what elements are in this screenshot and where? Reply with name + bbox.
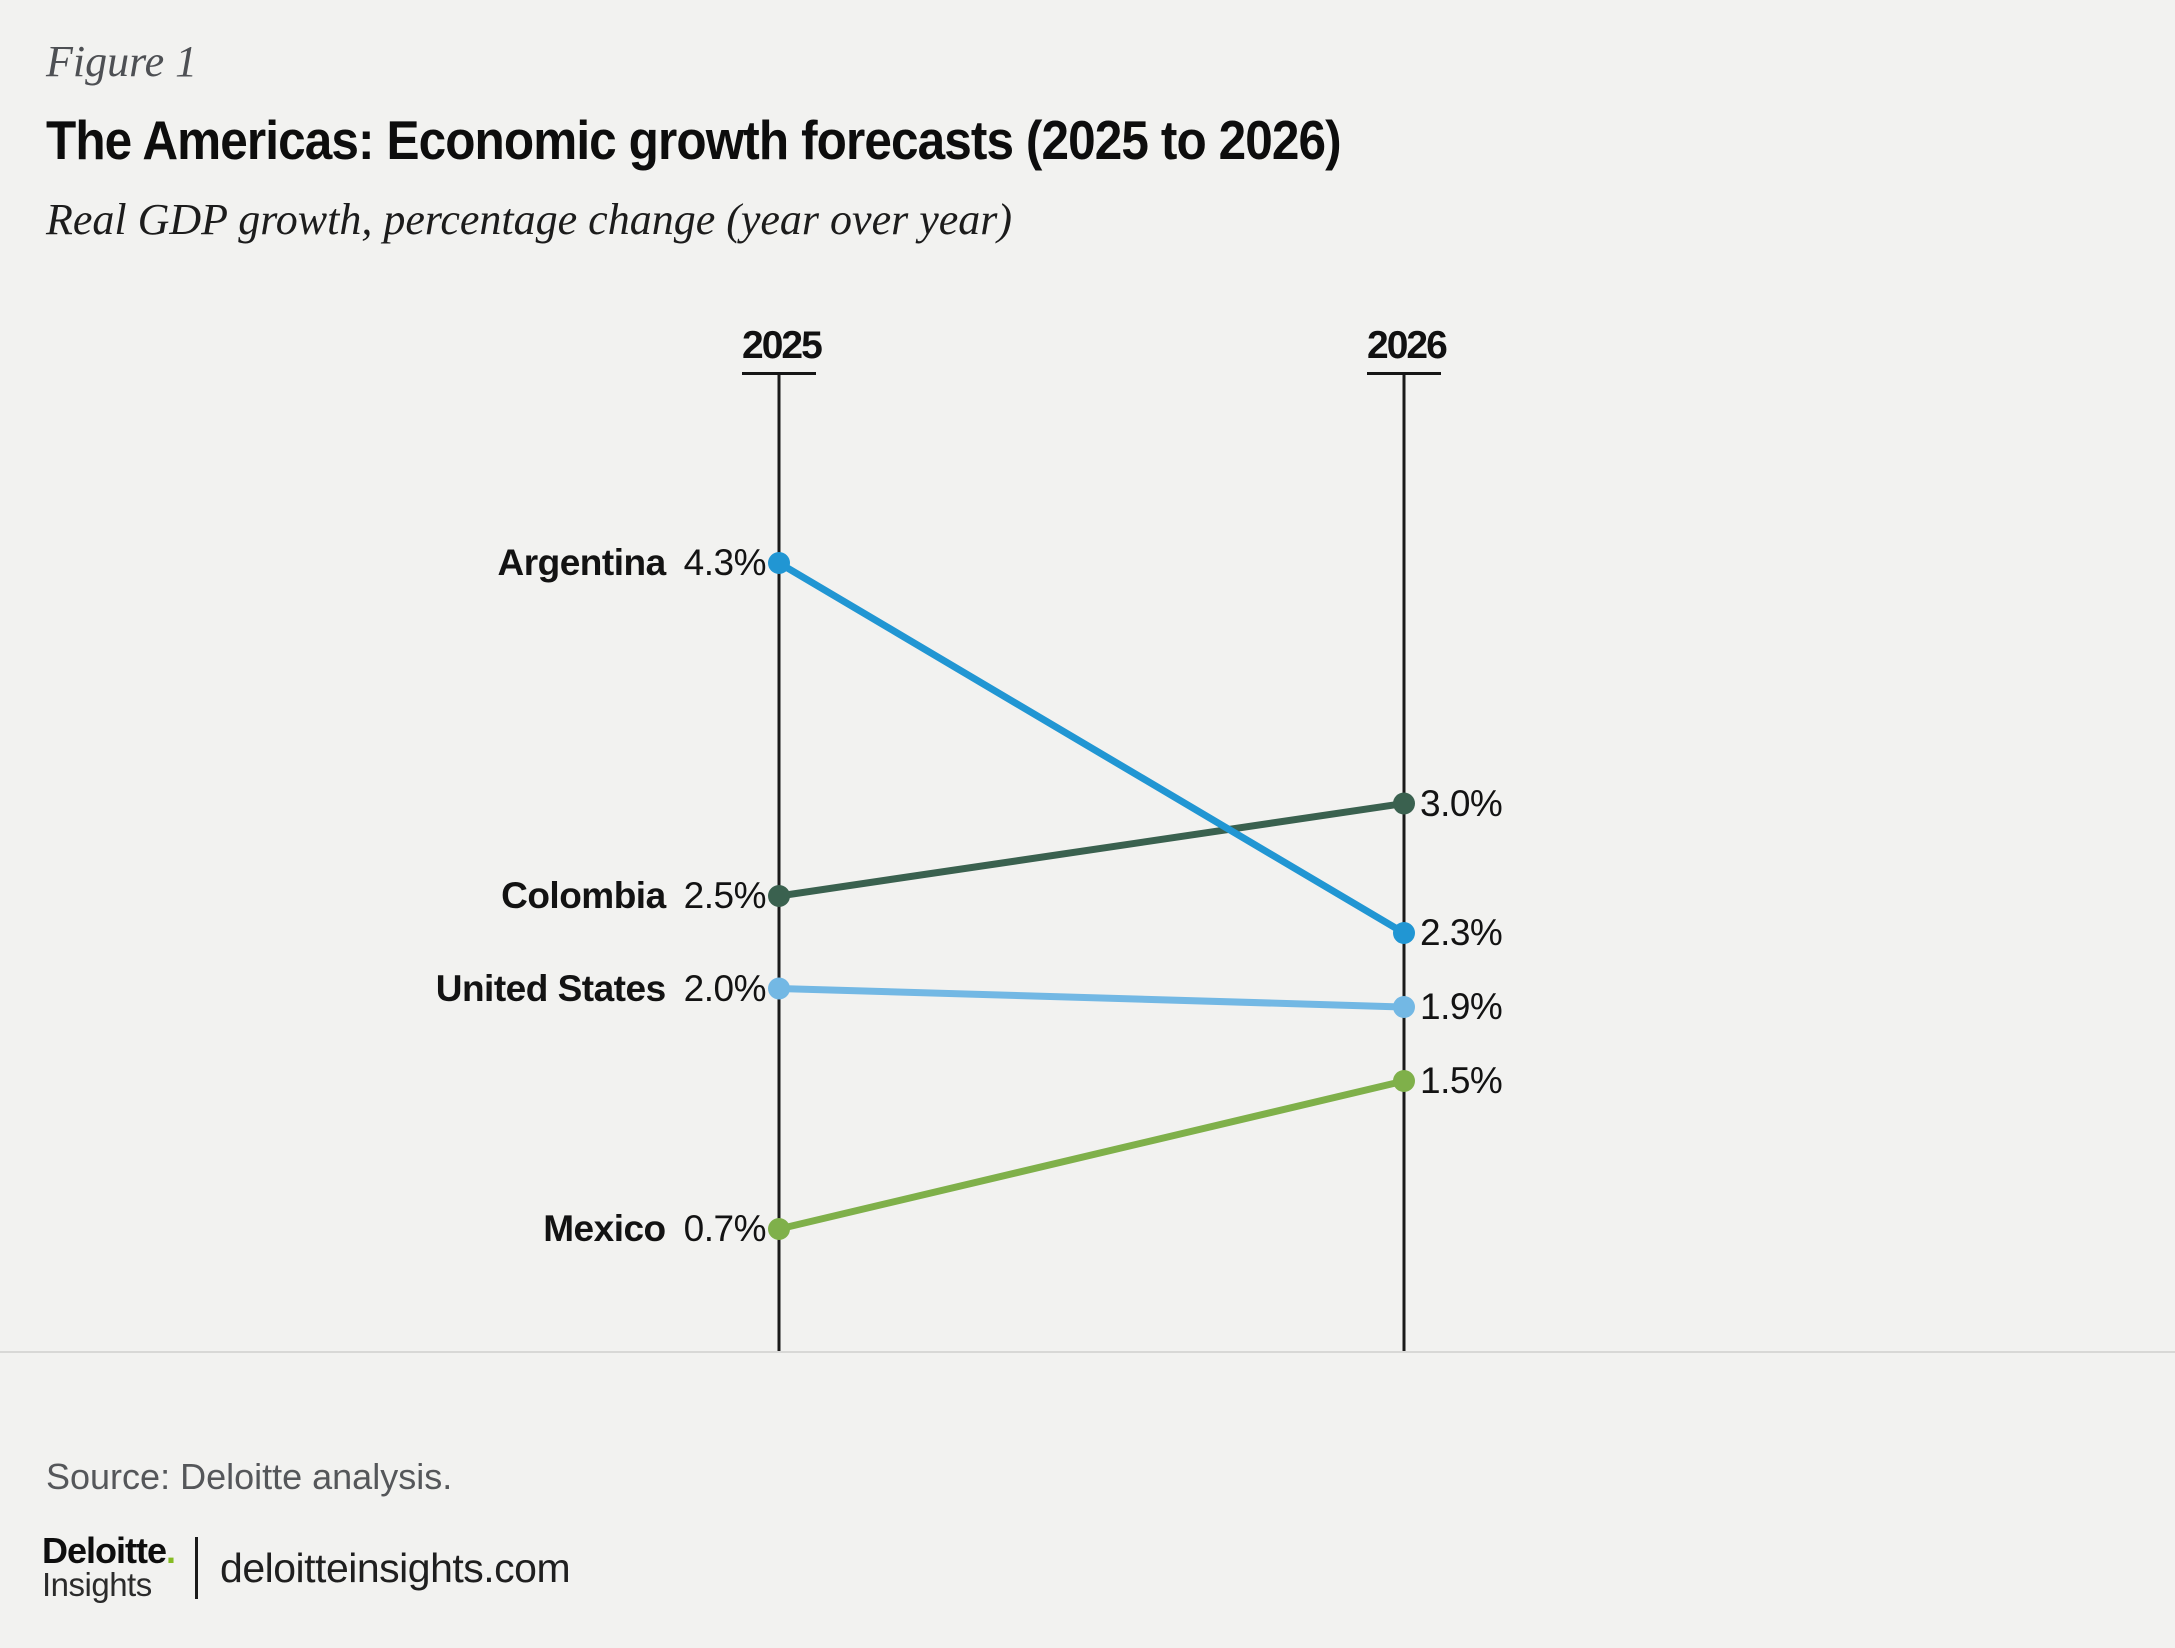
point-argentina-2026 [1393,922,1415,944]
country-label: United States [435,967,666,1009]
country-label: Mexico [543,1208,666,1249]
value-label-2025: 4.3% [683,542,767,583]
value-label-2025: 2.0% [683,967,767,1009]
value-label-2026-mexico: 1.5% [1420,1060,1503,1101]
series-line-united-states [775,985,1408,1011]
value-label-2026-united-states: 1.9% [1420,986,1503,1027]
deloitte-wordmark: Deloitte. [42,1533,176,1569]
country-label: Argentina [497,542,666,583]
source-note: Source: Deloitte analysis. [46,1456,453,1497]
series-left-label-colombia: Colombia 2.5% [501,875,766,917]
point-mexico-2026 [1393,1070,1415,1092]
series-left-label-mexico: Mexico 0.7% [543,1208,766,1250]
point-united-states-2026 [1393,996,1415,1018]
logo-separator-bar [195,1537,199,1599]
point-colombia-2026 [1393,792,1415,815]
deloitte-green-dot: . [166,1530,176,1571]
logo-wordmark-stack: Deloitte. Insights [42,1533,176,1603]
deloitte-insights-logo: Deloitte. Insights deloitteinsights.com [42,1533,571,1603]
axis-year-label-2025: 2025 [742,326,823,375]
point-colombia-2025 [768,885,790,907]
axis-year-label-2026: 2026 [1367,326,1448,375]
chart-subtitle: Real GDP growth, percentage change (year… [46,195,1013,244]
value-label-2026-argentina: 2.3% [1420,912,1503,953]
deloitte-word: Deloitte [42,1530,167,1571]
value-label-2026-colombia: 3.0% [1420,782,1503,824]
series-line-colombia [775,800,1408,900]
site-url-text: deloitteinsights.com [220,1545,571,1591]
country-label: Colombia [501,875,666,916]
chart-bottom-divider [0,1351,2175,1353]
chart-title: The Americas: Economic growth forecasts … [46,109,1342,171]
value-label-2025: 2.5% [683,875,767,916]
point-united-states-2025 [768,977,790,1000]
series-left-label-argentina: Argentina 4.3% [497,542,766,584]
point-mexico-2025 [768,1218,790,1240]
figure-label: Figure 1 [46,37,198,86]
series-line-argentina [775,559,1408,937]
insights-word: Insights [42,1566,152,1603]
series-left-label-united-states: United States 2.0% [435,967,767,1010]
series-line-mexico [775,1077,1408,1233]
point-argentina-2025 [768,552,790,574]
value-label-2025: 0.7% [683,1208,767,1249]
